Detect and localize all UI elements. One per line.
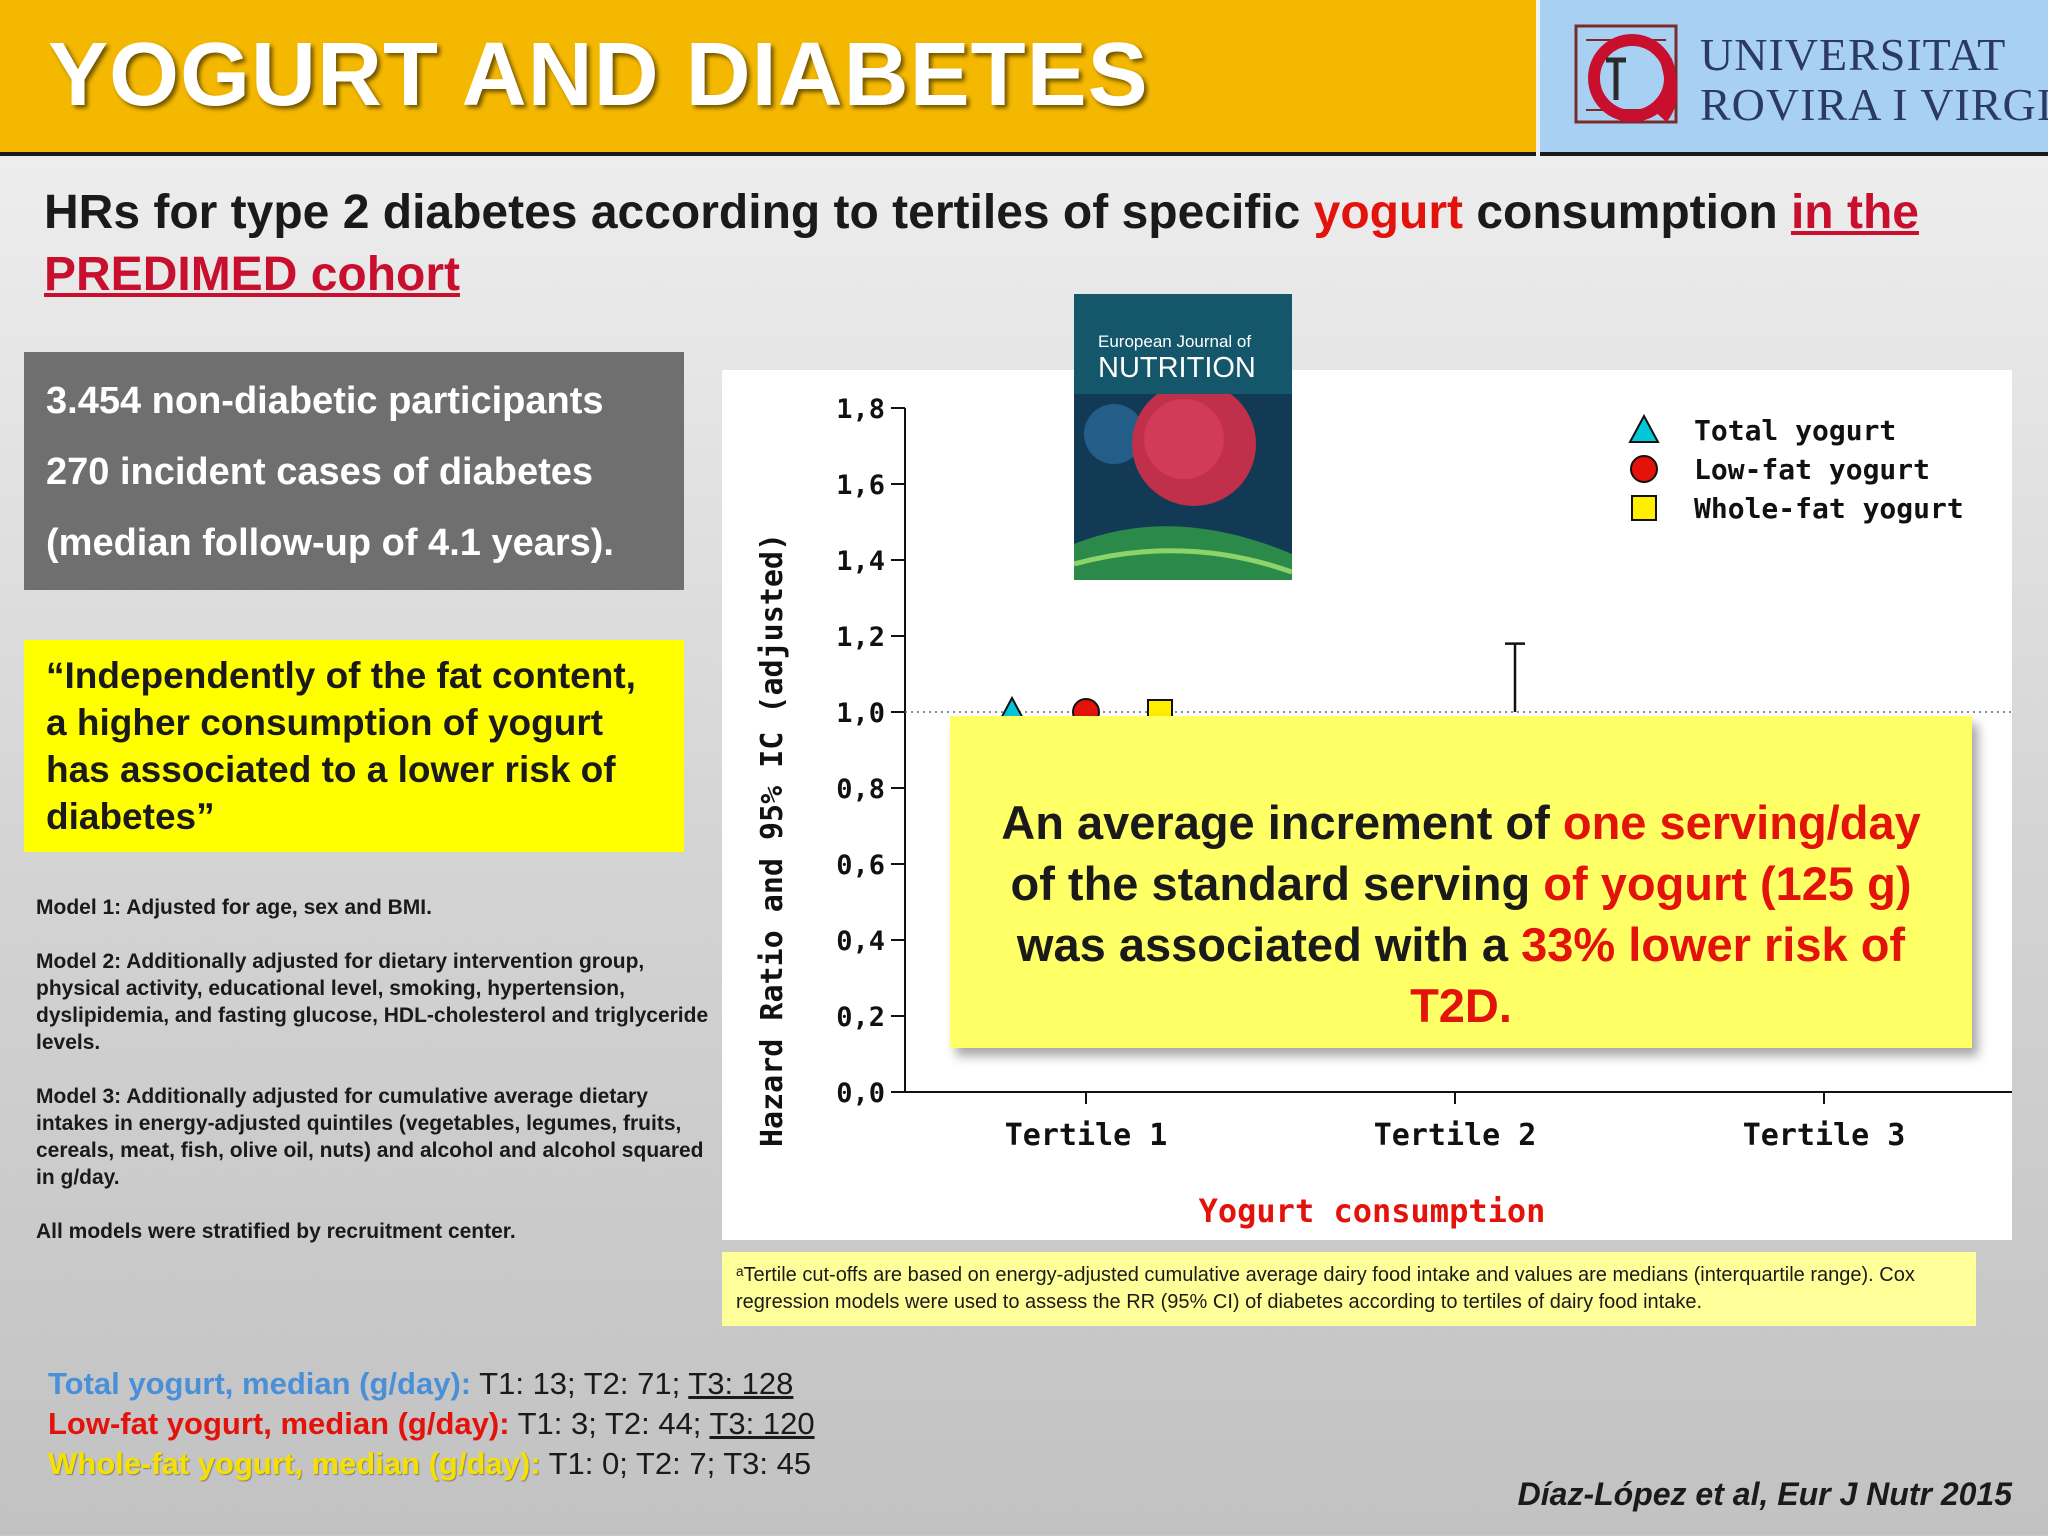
header-bar: YOGURT AND DIABETES xyxy=(0,0,1536,156)
footnote-box: ᵃTertile cut-offs are based on energy-ad… xyxy=(722,1252,1976,1326)
quote-text: “Independently of the fat content, a hig… xyxy=(46,655,636,837)
callout-t6: 33% lower risk of T2D. xyxy=(1410,918,1906,1032)
model-strata-note: All models were stratified by recruitmen… xyxy=(36,1220,516,1243)
medians-total: Total yogurt, median (g/day): T1: 13; T2… xyxy=(48,1364,815,1404)
footnote-text: ᵃTertile cut-offs are based on energy-ad… xyxy=(736,1264,1915,1313)
legend-label: Low-fat yogurt xyxy=(1694,453,1930,486)
model-1-note: Model 1: Adjusted for age, sex and BMI. xyxy=(36,896,432,919)
subtitle-highlight: yogurt xyxy=(1313,186,1463,239)
university-seal-icon xyxy=(1574,24,1678,124)
callout-t2: one serving/day xyxy=(1562,796,1921,849)
y-tick-label: 1,8 xyxy=(836,394,885,425)
university-logo: UNIVERSITAT ROVIRA I VIRGILI xyxy=(1540,0,2048,156)
participants-line3: (median follow-up of 4.1 years). xyxy=(46,522,614,564)
y-tick-label: 1,6 xyxy=(836,470,885,501)
page-title: YOGURT AND DIABETES xyxy=(48,25,1149,125)
medians-whole-label: Whole-fat yogurt, median (g/day): xyxy=(48,1446,541,1481)
logo-text-line2: ROVIRA I VIRGILI xyxy=(1700,79,2048,130)
medians-total-label: Total yogurt, median (g/day): xyxy=(48,1366,472,1401)
y-axis-label: Hazard Ratio and 95% IC (adjusted) xyxy=(755,533,790,1147)
slide-subtitle: HRs for type 2 diabetes according to ter… xyxy=(44,182,2004,306)
medians-whole-values: T1: 0; T2: 7; T3: 45 xyxy=(540,1446,812,1481)
callout-t3: of the standard serving xyxy=(1010,857,1544,910)
medians-wholefat: Whole-fat yogurt, median (g/day): T1: 0;… xyxy=(48,1444,815,1484)
y-tick-label: 0,4 xyxy=(836,926,885,957)
y-tick-label: 0,0 xyxy=(836,1078,885,1109)
medians-low-values: T1: 3; T2: 44; xyxy=(509,1406,710,1441)
journal-cover-line1: European Journal of xyxy=(1098,332,1252,351)
y-tick-label: 1,4 xyxy=(836,546,885,577)
medians-total-t3: T3: 128 xyxy=(688,1366,794,1401)
journal-cover-line2: NUTRITION xyxy=(1098,352,1256,384)
legend-label: Whole-fat yogurt xyxy=(1694,492,1964,525)
journal-cover-header xyxy=(1074,294,1292,394)
participants-line2: 270 incident cases of diabetes xyxy=(46,451,594,493)
callout-t1: An average increment of xyxy=(1001,796,1563,849)
x-tick-label: Tertile 2 xyxy=(1374,1118,1537,1153)
tertile-medians: Total yogurt, median (g/day): T1: 13; T2… xyxy=(48,1364,815,1484)
legend-marker-square xyxy=(1631,495,1657,521)
y-tick-label: 0,6 xyxy=(836,850,885,881)
participants-box: 3.454 non-diabetic participants 270 inci… xyxy=(24,352,684,590)
x-tick-label: Tertile 3 xyxy=(1743,1118,1906,1153)
logo-text-line1: UNIVERSITAT xyxy=(1700,29,2007,80)
citation: Díaz-López et al, Eur J Nutr 2015 xyxy=(1517,1476,2012,1512)
journal-cover: European Journal of NUTRITION xyxy=(1074,294,1292,580)
model-2-note: Model 2: Additionally adjusted for dieta… xyxy=(36,950,709,1054)
hazard-ratio-chart: Hazard Ratio and 95% IC (adjusted) Yogur… xyxy=(755,394,2012,1230)
legend-marker-circle xyxy=(1630,455,1658,483)
medians-low-t3: T3: 120 xyxy=(709,1406,815,1441)
callout-t4: of yogurt (125 g) xyxy=(1543,857,1912,910)
quote-box: “Independently of the fat content, a hig… xyxy=(24,640,684,852)
y-tick-label: 0,8 xyxy=(836,774,885,805)
journal-cover-image xyxy=(1074,394,1292,580)
subtitle-part3: in the PREDIMED cohort xyxy=(44,186,1919,301)
medians-low-label: Low-fat yogurt, median (g/day): xyxy=(48,1406,510,1441)
y-tick-label: 0,2 xyxy=(836,1002,885,1033)
x-axis-label: Yogurt consumption xyxy=(1199,1192,1546,1230)
callout-text: An average increment of one serving/day … xyxy=(980,792,1942,1036)
subtitle-part1: HRs for type 2 diabetes according to ter… xyxy=(44,186,1314,239)
x-tick-label: Tertile 1 xyxy=(1005,1118,1168,1153)
participants-line1: 3.454 non-diabetic participants xyxy=(46,380,604,422)
y-tick-label: 1,0 xyxy=(836,698,885,729)
medians-total-values: T1: 13; T2: 71; xyxy=(471,1366,689,1401)
legend-label: Total yogurt xyxy=(1694,414,1896,447)
subtitle-part2: consumption xyxy=(1462,186,1791,239)
model-3-note: Model 3: Additionally adjusted for cumul… xyxy=(36,1085,704,1189)
legend-marker-triangle xyxy=(1628,413,1660,443)
model-notes: Model 1: Adjusted for age, sex and BMI. … xyxy=(36,894,712,1272)
key-finding-callout: An average increment of one serving/day … xyxy=(950,716,1972,1048)
callout-t5: was associated with a xyxy=(1016,918,1522,971)
y-tick-label: 1,2 xyxy=(836,622,885,653)
medians-lowfat: Low-fat yogurt, median (g/day): T1: 3; T… xyxy=(48,1404,815,1444)
